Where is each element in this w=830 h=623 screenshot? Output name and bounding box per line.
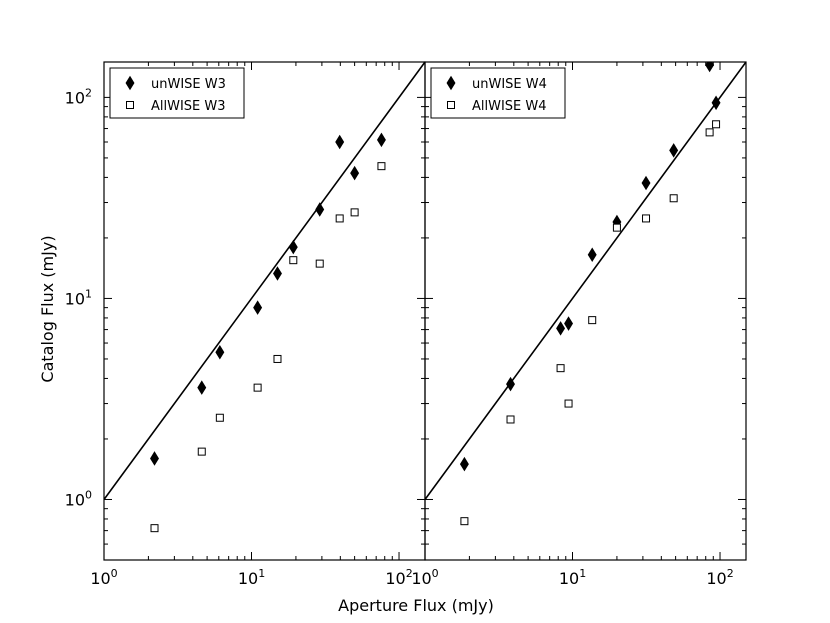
data-point bbox=[705, 62, 715, 73]
data-point bbox=[705, 128, 714, 137]
data-point bbox=[315, 259, 324, 268]
data-point bbox=[150, 451, 159, 466]
series-1 bbox=[460, 120, 721, 526]
data-point bbox=[273, 266, 282, 281]
series-1 bbox=[150, 162, 386, 533]
data-point bbox=[350, 208, 359, 217]
left-panel: 100 101 102 100 101 102 unWISE W3 AllWISE W3 bbox=[65, 61, 426, 588]
y-tick-label: 100 bbox=[65, 488, 92, 509]
legend-label: AllWISE W3 bbox=[151, 99, 226, 114]
data-point bbox=[641, 175, 651, 191]
data-point bbox=[335, 134, 345, 150]
legend: unWISE W4 AllWISE W4 bbox=[430, 67, 566, 119]
legend-label: AllWISE W4 bbox=[472, 99, 547, 114]
x-tick-label: 101 bbox=[238, 567, 265, 588]
legend-label: unWISE W3 bbox=[151, 77, 226, 92]
data-point bbox=[642, 214, 651, 223]
legend: unWISE W3 AllWISE W3 bbox=[109, 67, 245, 119]
data-point bbox=[289, 256, 298, 265]
series-0 bbox=[459, 62, 721, 472]
x-tick-label: 102 bbox=[706, 567, 733, 588]
one-to-one-line bbox=[425, 62, 746, 500]
data-point bbox=[376, 132, 386, 148]
x-axis-label: Aperture Flux (mJy) bbox=[338, 596, 494, 615]
legend-marker bbox=[126, 101, 134, 109]
data-point bbox=[315, 202, 325, 217]
data-point bbox=[288, 239, 298, 255]
data-point bbox=[612, 223, 621, 232]
legend-marker bbox=[447, 101, 455, 109]
x-tick-label: 102 bbox=[385, 567, 412, 588]
data-point bbox=[215, 344, 225, 360]
legend-label: unWISE W4 bbox=[472, 77, 547, 92]
data-point bbox=[350, 165, 360, 181]
data-point bbox=[150, 524, 159, 533]
right-panel: 100 101 102 unWISE W4 AllWISE W4 bbox=[411, 61, 747, 588]
data-markers bbox=[459, 62, 721, 526]
data-point bbox=[506, 415, 515, 424]
one-to-one-line bbox=[104, 62, 425, 500]
legend-box bbox=[109, 67, 245, 119]
x-tick-label: 101 bbox=[559, 567, 586, 588]
data-point bbox=[335, 214, 344, 223]
data-point bbox=[712, 120, 721, 129]
data-point bbox=[669, 143, 679, 158]
legend-marker bbox=[125, 75, 135, 91]
legend-marker bbox=[446, 75, 456, 91]
data-point bbox=[564, 399, 573, 408]
data-point bbox=[253, 383, 262, 392]
data-point bbox=[506, 376, 515, 392]
data-markers bbox=[150, 132, 386, 533]
data-point bbox=[273, 354, 282, 363]
data-point bbox=[669, 194, 678, 203]
plot-frame bbox=[103, 61, 426, 561]
y-axis-label: Catalog Flux (mJy) bbox=[38, 235, 57, 382]
data-point bbox=[556, 321, 566, 336]
data-point bbox=[253, 300, 263, 315]
x-tick-label: 100 bbox=[90, 567, 117, 588]
plot-frame bbox=[424, 61, 747, 561]
legend-box bbox=[430, 67, 566, 119]
x-tick-label: 100 bbox=[411, 567, 438, 588]
series-0 bbox=[150, 132, 386, 466]
data-point bbox=[459, 456, 469, 472]
y-tick-label: 101 bbox=[65, 287, 92, 308]
data-point bbox=[215, 413, 224, 422]
data-point bbox=[556, 364, 565, 373]
data-point bbox=[197, 380, 207, 395]
y-tick-label: 102 bbox=[65, 86, 92, 107]
data-point bbox=[564, 316, 574, 331]
data-point bbox=[711, 95, 721, 111]
data-point bbox=[377, 162, 386, 171]
data-point bbox=[588, 316, 597, 325]
data-point bbox=[197, 447, 206, 456]
data-point bbox=[587, 247, 597, 262]
data-point bbox=[460, 517, 469, 526]
